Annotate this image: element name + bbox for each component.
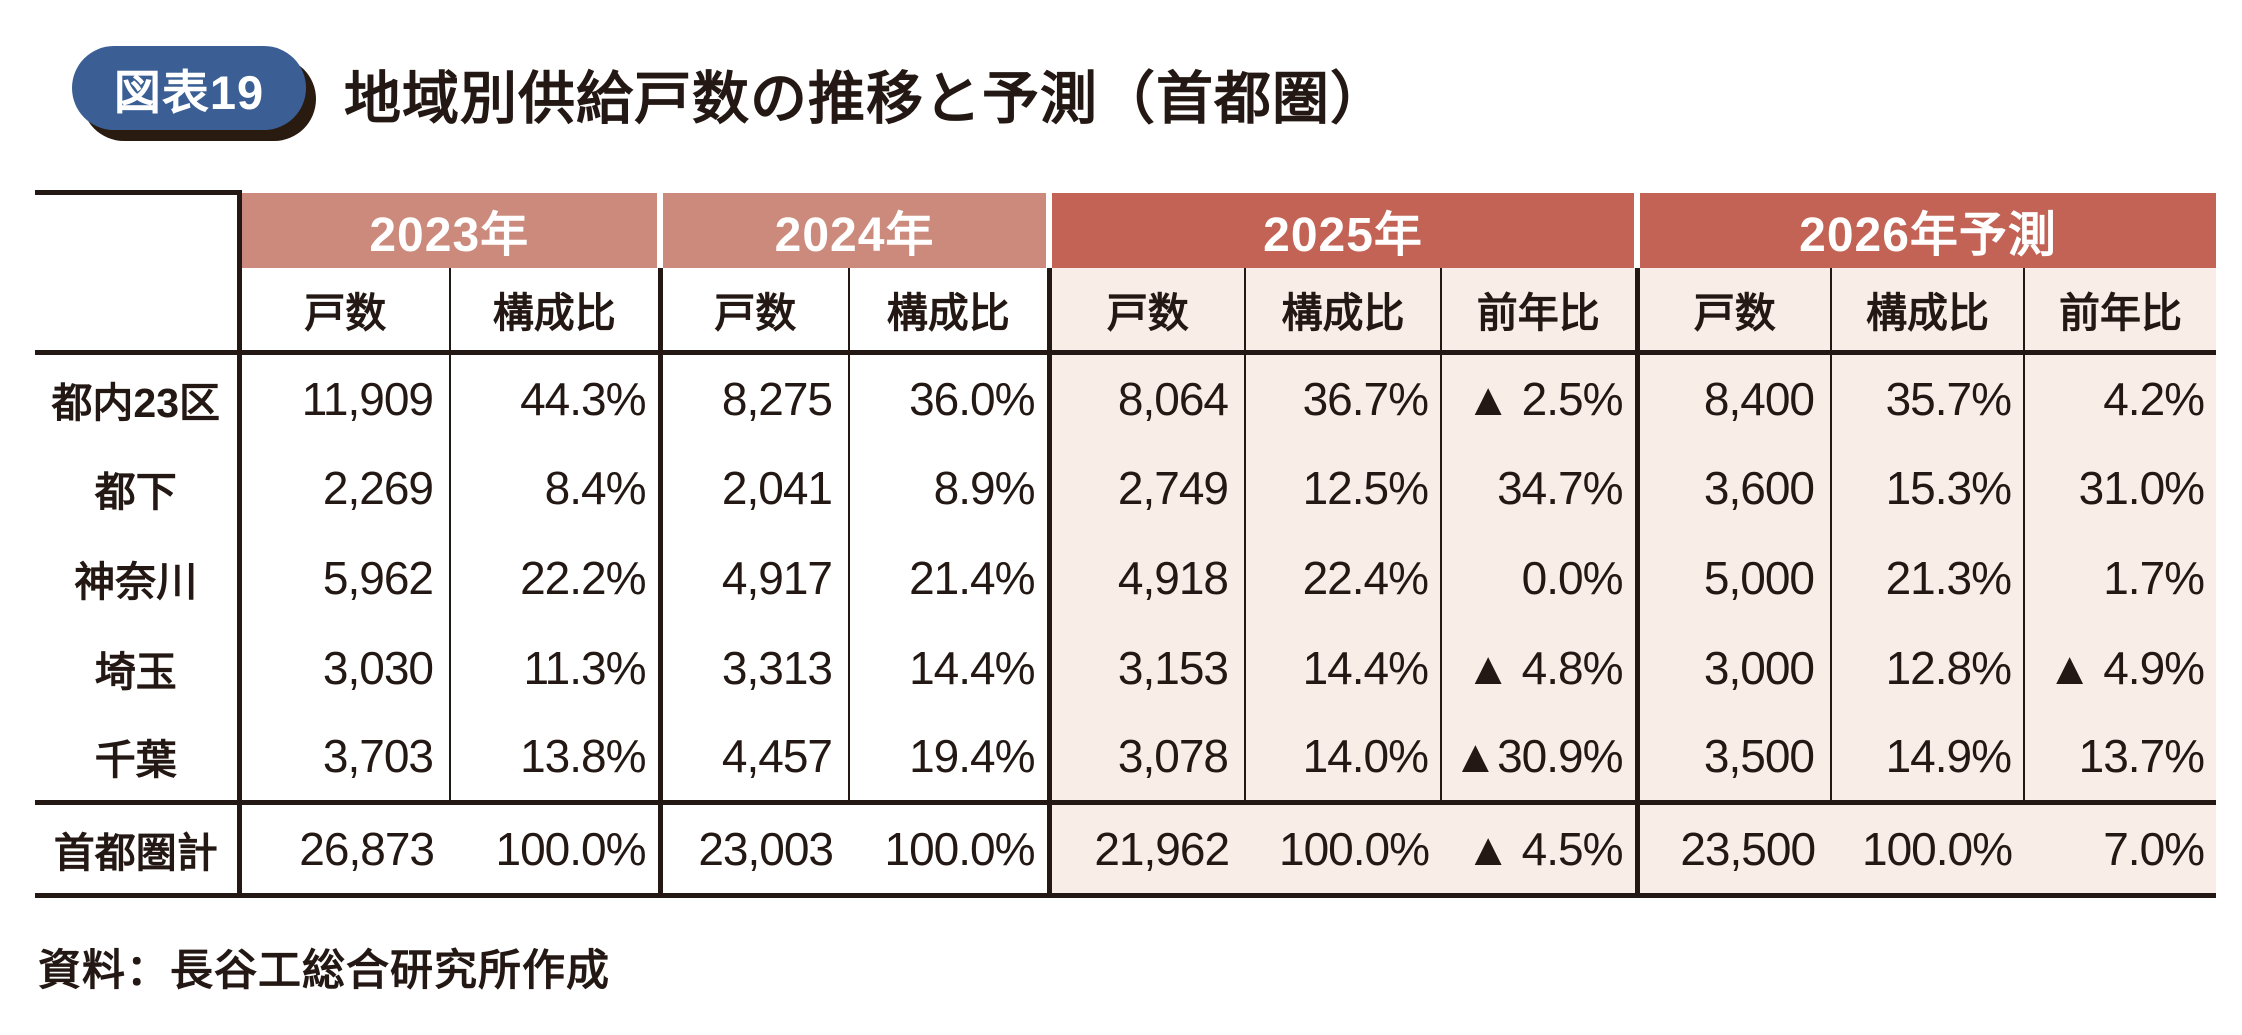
table-cell: 0.0% [1440, 532, 1638, 623]
table-row: 都内23区 11,909 44.3% 8,275 36.0% 8,064 36.… [35, 352, 2217, 443]
year-band-2024: 2024年 [657, 192, 1050, 268]
region-label: 都下 [35, 442, 242, 533]
table-cell: 21.4% [848, 532, 1050, 623]
corner-cell [35, 267, 242, 355]
region-label: 埼玉 [35, 622, 242, 713]
table-cell: 3,703 [239, 712, 450, 803]
table-cell: 8.4% [448, 442, 661, 533]
figure-badge: 図表19 [72, 46, 306, 130]
table-cell: ▲ 4.8% [1440, 622, 1638, 713]
table-cell: ▲ 2.5% [1440, 352, 1638, 443]
table-cell: 15.3% [1830, 442, 2025, 533]
table-cell: 11,909 [239, 352, 450, 443]
table-cell: 31.0% [2023, 442, 2217, 533]
table-cell: 2,269 [239, 442, 450, 533]
table-row: 千葉 3,703 13.8% 4,457 19.4% 3,078 14.0% ▲… [35, 712, 2217, 803]
table-cell: 5,000 [1634, 532, 1832, 623]
table-cell: 8,400 [1634, 352, 1832, 443]
table-cell: 1.7% [2023, 532, 2217, 623]
table-cell: 2,749 [1046, 442, 1246, 533]
source-note: 資料：長谷工総合研究所作成 [38, 947, 610, 995]
region-label: 神奈川 [35, 532, 242, 623]
table-cell: 4,917 [657, 532, 850, 623]
figure-badge-label: 図表19 [113, 65, 265, 119]
table-cell: 5,962 [239, 532, 450, 623]
table-cell: 11.3% [448, 622, 661, 713]
region-label: 都内23区 [35, 352, 242, 443]
table-cell: 14.4% [1244, 622, 1442, 713]
table-cell: 21.3% [1830, 532, 2025, 623]
supply-table: 2023年 2024年 2025年 2026年予測 戸数 構成比 戸数 構成比 … [35, 190, 2217, 898]
year-band-row: 2023年 2024年 2025年 2026年予測 [35, 190, 2217, 268]
table-cell: 3,078 [1046, 712, 1246, 803]
table-cell: 22.4% [1244, 532, 1442, 623]
table-cell: 36.0% [848, 352, 1050, 443]
table-row: 神奈川 5,962 22.2% 4,917 21.4% 4,918 22.4% … [35, 532, 2217, 623]
table-cell: 4.2% [2023, 352, 2217, 443]
table-cell: 4,457 [657, 712, 850, 803]
table-cell: 14.9% [1830, 712, 2025, 803]
table-cell: 100.0% [1245, 800, 1442, 898]
table-cell: 8,064 [1046, 352, 1246, 443]
table-cell: ▲30.9% [1440, 712, 1638, 803]
table-cell: 36.7% [1244, 352, 1442, 443]
table-cell: ▲ 4.5% [1441, 800, 1638, 898]
table-cell: 13.7% [2023, 712, 2217, 803]
table-cell: 3,313 [657, 622, 850, 713]
year-band-2023: 2023年 [239, 192, 661, 268]
table-cell: 23,500 [1634, 800, 1832, 898]
table-row: 埼玉 3,030 11.3% 3,313 14.4% 3,153 14.4% ▲… [35, 622, 2217, 713]
column-header: 構成比 [848, 267, 1050, 355]
region-label: 千葉 [35, 712, 242, 803]
column-header: 戸数 [239, 267, 450, 355]
table-cell: 14.0% [1244, 712, 1442, 803]
column-header: 前年比 [2023, 267, 2217, 355]
column-header: 戸数 [1634, 267, 1832, 355]
table-cell: 13.8% [448, 712, 661, 803]
table-cell: 12.5% [1244, 442, 1442, 533]
table-cell: 3,000 [1634, 622, 1832, 713]
table-cell: 100.0% [1831, 800, 2025, 898]
column-header: 構成比 [1830, 267, 2025, 355]
table-cell: 34.7% [1440, 442, 1638, 533]
table-cell: 44.3% [448, 352, 661, 443]
column-header: 戸数 [657, 267, 850, 355]
column-header: 構成比 [448, 267, 661, 355]
table-wrap: 2023年 2024年 2025年 2026年予測 戸数 構成比 戸数 構成比 … [35, 190, 2217, 898]
table-cell: 21,962 [1046, 800, 1246, 898]
table-cell: 14.4% [848, 622, 1050, 713]
table-cell: 12.8% [1830, 622, 2025, 713]
table-row-total: 首都圏計 26,873 100.0% 23,003 100.0% 21,962 … [35, 800, 2217, 898]
year-band-2026: 2026年予測 [1634, 192, 2217, 268]
table-cell: 3,153 [1046, 622, 1246, 713]
year-band-2025: 2025年 [1046, 192, 1638, 268]
table-cell: 3,030 [239, 622, 450, 713]
table-cell: ▲ 4.9% [2023, 622, 2217, 713]
table-cell: 100.0% [450, 800, 661, 898]
subheader-row: 戸数 構成比 戸数 構成比 戸数 構成比 前年比 戸数 構成比 前年比 [35, 267, 2217, 355]
table-cell: 2,041 [657, 442, 850, 533]
table-cell: 3,600 [1634, 442, 1832, 533]
table-cell: 26,873 [239, 800, 450, 898]
table-cell: 3,500 [1634, 712, 1832, 803]
figure-header: 図表19 地域別供給戸数の推移と予測（首都圏） [72, 46, 1388, 131]
table-cell: 7.0% [2024, 800, 2217, 898]
table-cell: 100.0% [849, 800, 1050, 898]
table-cell: 19.4% [848, 712, 1050, 803]
column-header: 戸数 [1046, 267, 1246, 355]
corner-cell [35, 190, 242, 268]
table-cell: 22.2% [448, 532, 661, 623]
column-header: 前年比 [1440, 267, 1638, 355]
table-cell: 35.7% [1830, 352, 2025, 443]
table-cell: 23,003 [657, 800, 850, 898]
table-cell: 8.9% [848, 442, 1050, 533]
page-title: 地域別供給戸数の推移と予測（首都圏） [344, 67, 1388, 131]
table-row: 都下 2,269 8.4% 2,041 8.9% 2,749 12.5% 34.… [35, 442, 2217, 533]
column-header: 構成比 [1244, 267, 1442, 355]
table-cell: 4,918 [1046, 532, 1246, 623]
region-label: 首都圏計 [35, 800, 242, 898]
table-cell: 8,275 [657, 352, 850, 443]
